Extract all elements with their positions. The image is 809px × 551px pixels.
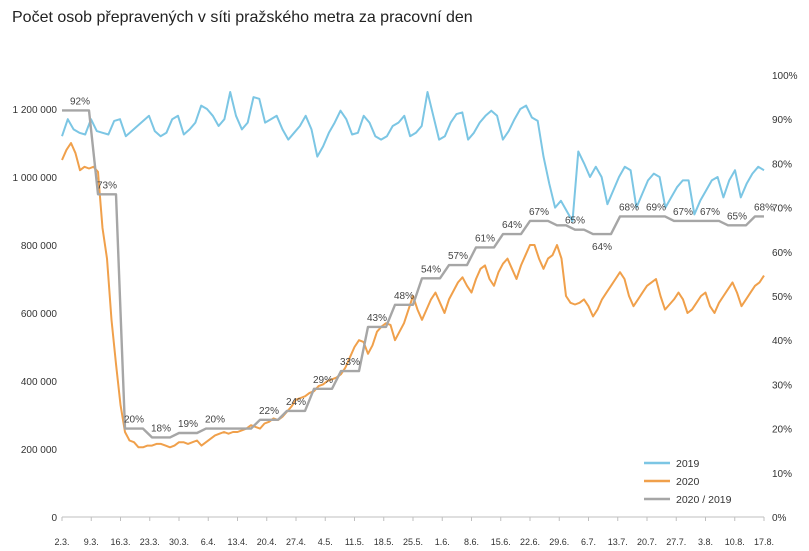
y-tick-label-left: 400 000 [21,377,58,388]
ratio-data-label: 22% [259,406,279,417]
ratio-data-label: 33% [340,357,360,368]
y-tick-label-right: 90% [772,115,792,126]
y-tick-label-left: 1 000 000 [13,173,58,184]
ratio-data-label: 48% [394,291,414,302]
x-tick-label: 17.8. [754,537,774,547]
y-tick-label-right: 10% [772,469,792,480]
ratio-data-label: 43% [367,313,387,324]
x-tick-label: 6.7. [581,537,596,547]
ratio-data-label: 92% [70,96,90,107]
x-tick-label: 27.4. [286,537,306,547]
ratio-data-label: 67% [673,207,693,218]
ratio-data-label: 68% [619,202,639,213]
x-tick-label: 4.5. [318,537,333,547]
ratio-data-label: 73% [97,180,117,191]
x-tick-label: 23.3. [140,537,160,547]
ratio-data-label: 29% [313,375,333,386]
series-line-2020 [61,142,765,449]
y-tick-label-left: 1 200 000 [13,105,58,116]
y-tick-label-right: 80% [772,159,792,170]
ratio-data-label: 19% [178,419,198,430]
x-tick-label: 10.8. [725,537,745,547]
x-tick-label: 15.6. [491,537,511,547]
ratio-data-label: 68% [754,202,774,213]
point-labels: 92% 73% 20% 18% 19% 20% 22% 24% 29% 33% 43% 48% 54% 5… [70,96,774,434]
x-tick-label: 11.5. [345,537,364,547]
x-tick-label: 30.3. [169,537,189,547]
ratio-data-label: 64% [502,220,522,231]
legend-label: 2020 [676,476,700,488]
ratio-data-label: 20% [124,415,144,426]
ratio-data-label: 67% [700,207,720,218]
y-tick-label-right: 30% [772,380,792,391]
y-axis-left: 0 200 000 400 000 600 000 800 000 1 000 000 1 … [13,105,58,524]
ratio-data-label: 65% [565,216,585,227]
x-tick-label: 13.7. [608,537,628,547]
x-tick-label: 13.4. [227,537,247,547]
x-tick-label: 16.3. [110,537,130,547]
x-tick-label: 6.4. [201,537,216,547]
y-tick-label-right: 0% [772,513,787,524]
series-line-2019 [61,91,765,223]
legend-label: 2019 [676,458,700,470]
y-tick-label-right: 20% [772,425,792,436]
y-tick-label-left: 0 [51,513,57,524]
y-tick-label-right: 60% [772,248,792,259]
ratio-data-label: 64% [592,242,612,253]
x-tick-label: 1.6. [435,537,450,547]
y-tick-label-right: 100% [772,71,798,82]
x-tick-label: 20.4. [257,537,277,547]
x-tick-label: 22.6. [520,537,540,547]
x-tick-label: 27.7. [666,537,686,547]
ratio-data-label: 24% [286,397,306,408]
y-axis-right: 0% 10% 20% 30% 40% 50% 60% 70% 80% 90% 100% [772,71,798,524]
x-axis: 2.3. 9.3. 16.3. 23.3. 30.3. 6.4. 13.4. 20.4. 27.… [54,516,774,547]
x-tick-label: 2.3. [54,537,69,547]
legend-label: 2020 / 2019 [676,494,732,506]
y-tick-label-left: 800 000 [21,241,58,252]
x-tick-label: 20.7. [637,537,657,547]
y-tick-label-right: 40% [772,336,792,347]
ratio-data-label: 57% [448,251,468,262]
ratio-data-label: 65% [727,211,747,222]
ratio-data-label: 67% [529,207,549,218]
y-tick-label-right: 70% [772,204,792,215]
ratio-data-label: 20% [205,415,225,426]
series-layer [61,91,765,449]
ratio-data-label: 61% [475,233,495,244]
x-tick-label: 8.6. [464,537,479,547]
chart-title: Počet osob přepravených v síti pražského… [12,9,473,26]
x-tick-label: 3.8. [698,537,713,547]
series-line-2020-2019 [62,109,764,439]
x-tick-label: 25.5. [403,537,423,547]
y-tick-label-left: 200 000 [21,445,58,456]
ratio-data-label: 54% [421,264,441,275]
y-tick-label-right: 50% [772,292,792,303]
y-tick-label-left: 600 000 [21,309,58,320]
x-tick-label: 18.5. [374,537,394,547]
x-tick-label: 29.6. [549,537,569,547]
ratio-data-label: 69% [646,202,666,213]
legend: 2019 2020 2020 / 2019 [644,458,732,506]
x-tick-label: 9.3. [84,537,99,547]
ratio-data-label: 18% [151,423,171,434]
